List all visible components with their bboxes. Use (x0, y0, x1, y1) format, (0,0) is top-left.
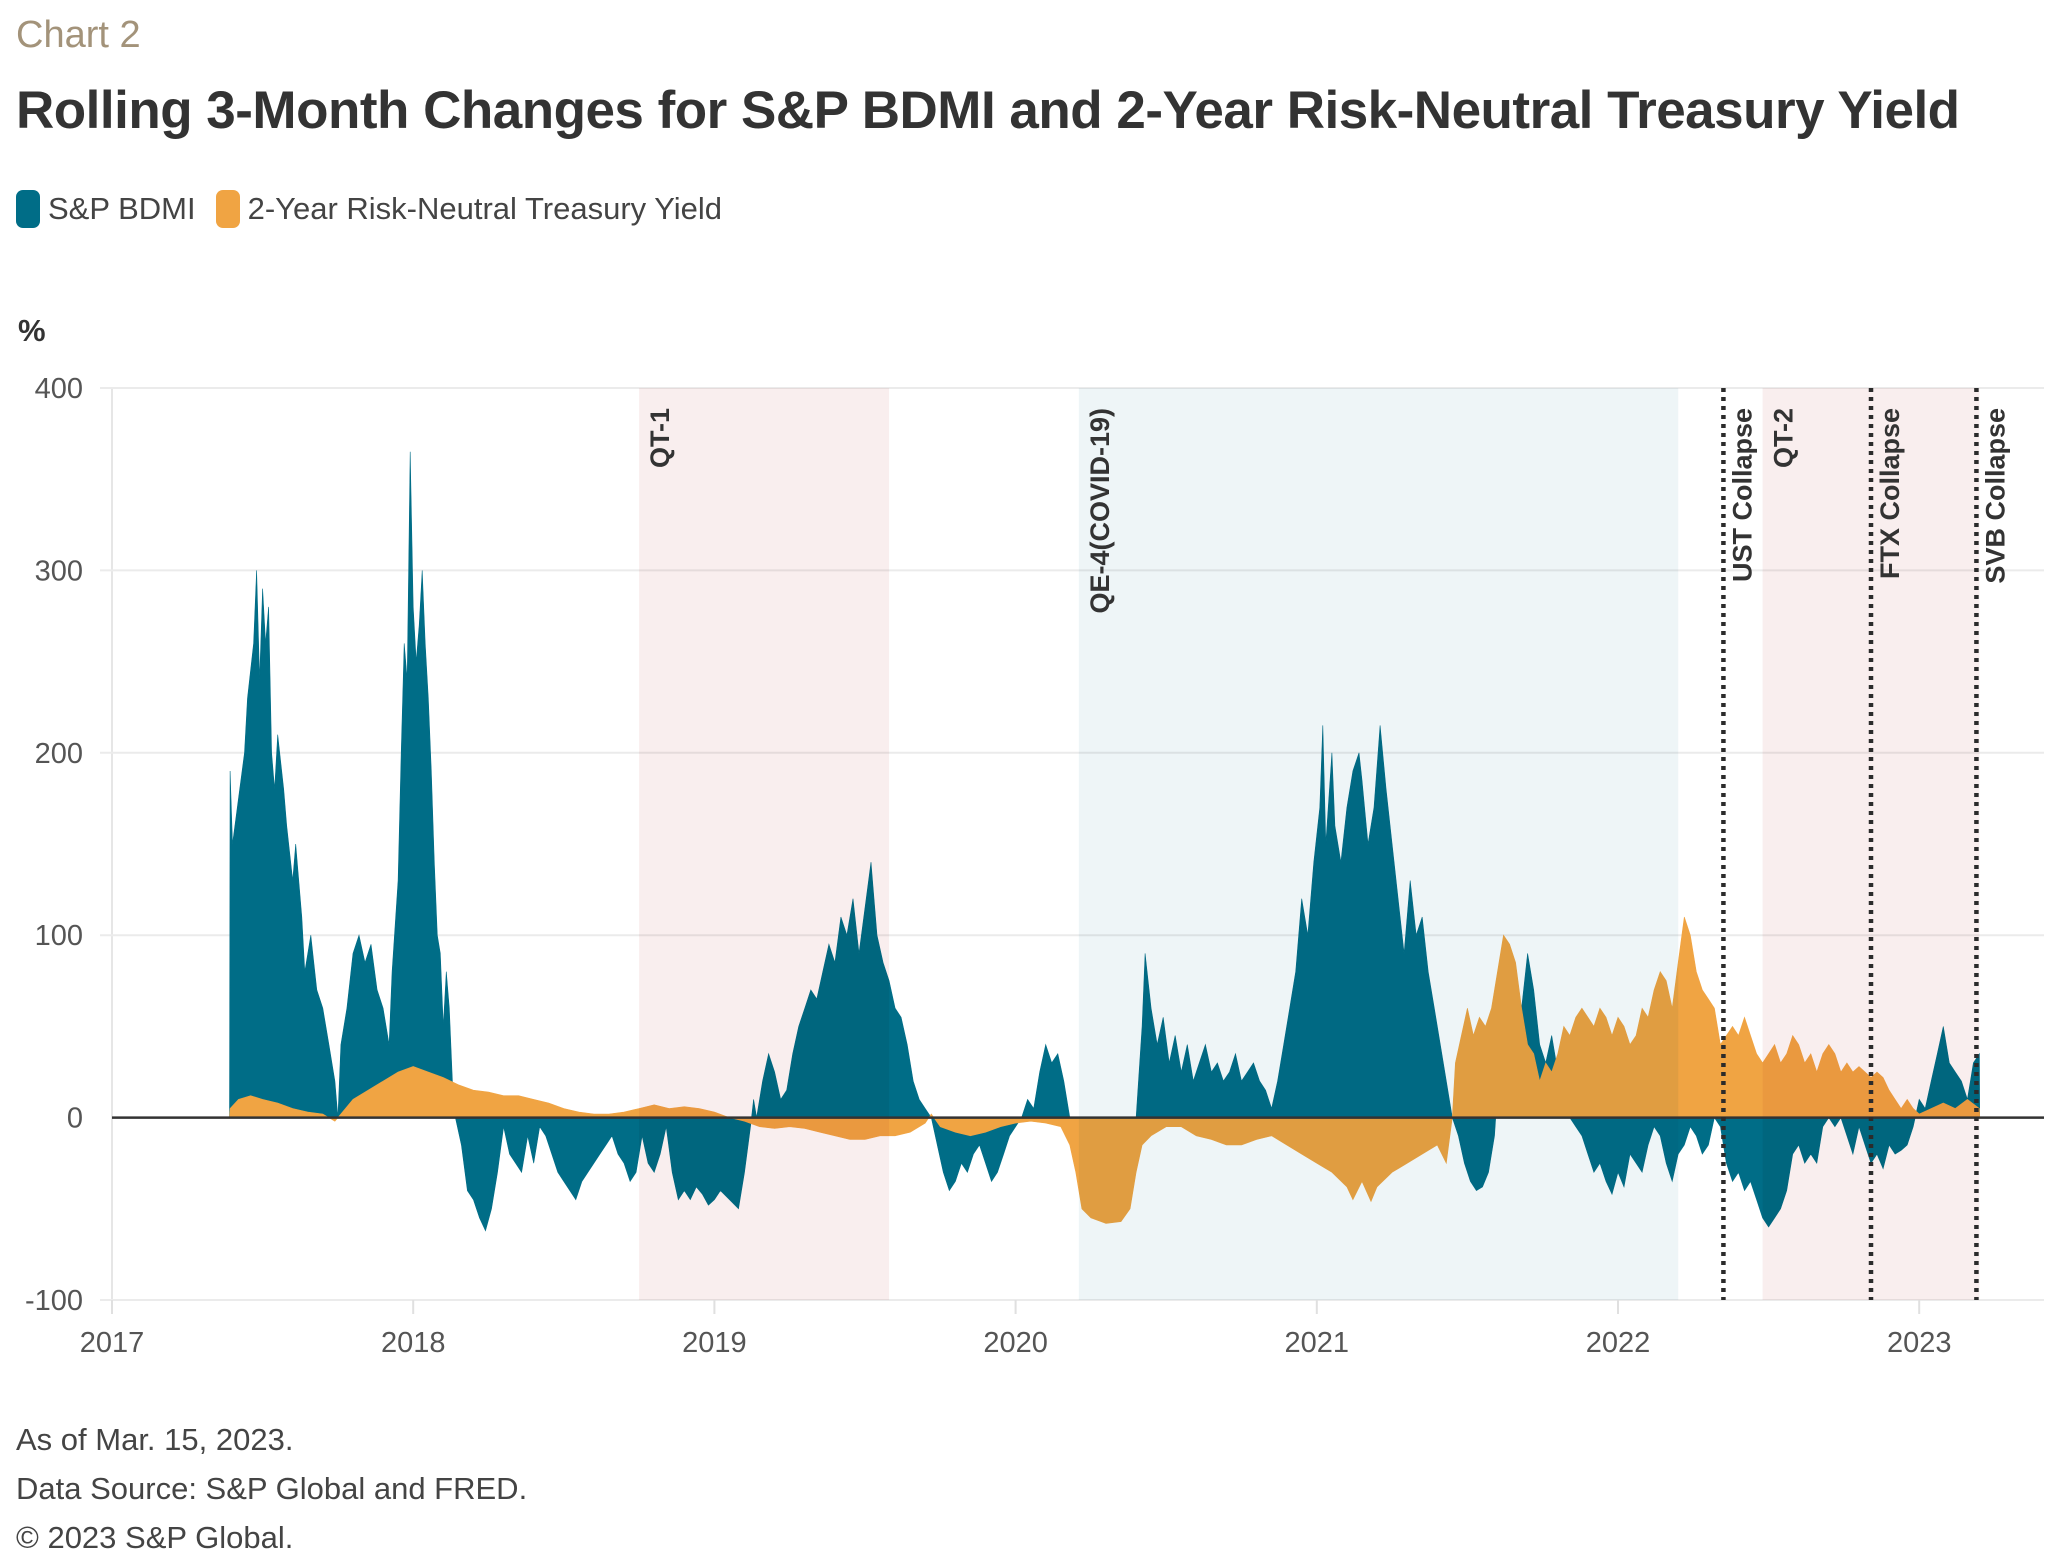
shaded-periods (639, 388, 1980, 1300)
annotation-label: QT-1 (645, 408, 675, 468)
footer: As of Mar. 15, 2023. Data Source: S&P Gl… (16, 1415, 527, 1562)
y-tick-label: -100 (25, 1285, 83, 1317)
chart-kicker: Chart 2 (16, 14, 141, 56)
footer-as-of: As of Mar. 15, 2023. (16, 1422, 294, 1457)
annotation-label: QT-2 (1769, 408, 1799, 468)
annotation-label: FTX Collapse (1875, 408, 1905, 579)
legend-swatch-bdmi (16, 190, 40, 228)
y-tick-label: 100 (35, 920, 83, 952)
event-lines (1721, 388, 1979, 1300)
legend-item-treasury[interactable]: 2-Year Risk-Neutral Treasury Yield (215, 190, 722, 228)
y-tick-label: 300 (35, 555, 83, 587)
y-axis-unit-label: % (18, 313, 46, 348)
annotation-label: UST Collapse (1727, 408, 1757, 582)
legend-item-bdmi[interactable]: S&P BDMI (16, 190, 196, 228)
footer-source: Data Source: S&P Global and FRED. (16, 1471, 528, 1506)
shaded-period-band (1078, 388, 1679, 1300)
x-tick-label: 2021 (1285, 1327, 1350, 1359)
chart-title: Rolling 3-Month Changes for S&P BDMI and… (16, 81, 1960, 140)
x-tick-label: 2020 (983, 1327, 1048, 1359)
legend-swatch-treasury (215, 190, 240, 228)
x-tick-label: 2023 (1887, 1327, 1952, 1359)
y-tick-label: 0 (67, 1103, 83, 1135)
footer-copyright: © 2023 S&P Global. (16, 1520, 294, 1555)
y-tick-label: 200 (35, 738, 83, 770)
annotation-label: QE-4(COVID-19) (1085, 408, 1115, 614)
annotation-label: SVB Collapse (1980, 408, 2010, 584)
y-tick-label: 400 (35, 373, 83, 405)
legend-label-bdmi: S&P BDMI (48, 191, 196, 226)
shaded-period-band (639, 388, 890, 1300)
axis-labels: 400 300 200 100 0 -100% 2017 2018 2019 2020 2021 20… (18, 313, 2010, 1359)
x-tick-label: 2018 (381, 1327, 446, 1359)
legend-label-treasury: 2-Year Risk-Neutral Treasury Yield (247, 191, 722, 226)
x-tick-label: 2019 (682, 1327, 747, 1359)
legend: S&P BDMI 2-Year Risk-Neutral Treasury Yi… (16, 190, 742, 228)
x-tick-label: 2017 (80, 1327, 145, 1359)
x-tick-label: 2022 (1586, 1327, 1651, 1359)
